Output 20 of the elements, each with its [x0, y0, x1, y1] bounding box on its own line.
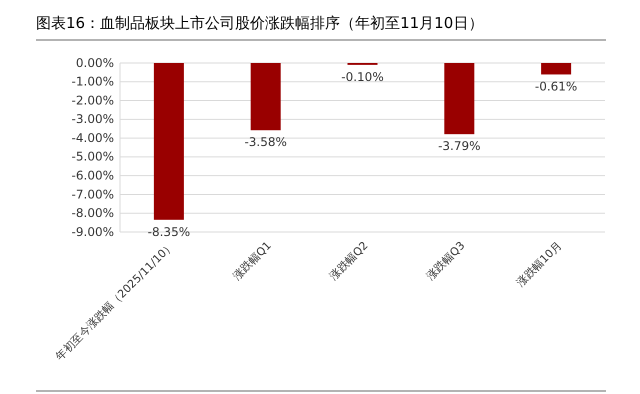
- data-label: -0.10%: [341, 70, 384, 84]
- x-tick-label: 涨跌幅Q1: [230, 238, 274, 283]
- y-tick-label: -1.00%: [72, 74, 114, 89]
- y-tick-label: -5.00%: [72, 150, 114, 164]
- data-label: -8.35%: [148, 224, 190, 239]
- y-tick-label: 0.00%: [76, 56, 114, 70]
- x-tick-label: 涨跌幅Q2: [327, 238, 371, 283]
- y-tick-label: -7.00%: [72, 187, 114, 202]
- x-tick-label: 涨跌幅10月: [514, 238, 564, 290]
- y-tick-label: -3.00%: [72, 112, 114, 126]
- y-tick-label: -9.00%: [72, 224, 114, 239]
- y-tick-label: -4.00%: [72, 130, 114, 145]
- data-label: -3.58%: [244, 135, 287, 150]
- data-label: -0.61%: [534, 79, 578, 94]
- x-tick-label: 涨跌幅Q3: [424, 238, 468, 283]
- y-tick-label: -8.00%: [72, 206, 114, 220]
- y-tick-label: -2.00%: [72, 93, 114, 108]
- data-label: -3.79%: [438, 139, 481, 154]
- chart-title: 图表16：血制品板块上市公司股价涨跌幅排序（年初至11月10日）: [36, 14, 484, 32]
- y-tick-label: -6.00%: [72, 168, 114, 183]
